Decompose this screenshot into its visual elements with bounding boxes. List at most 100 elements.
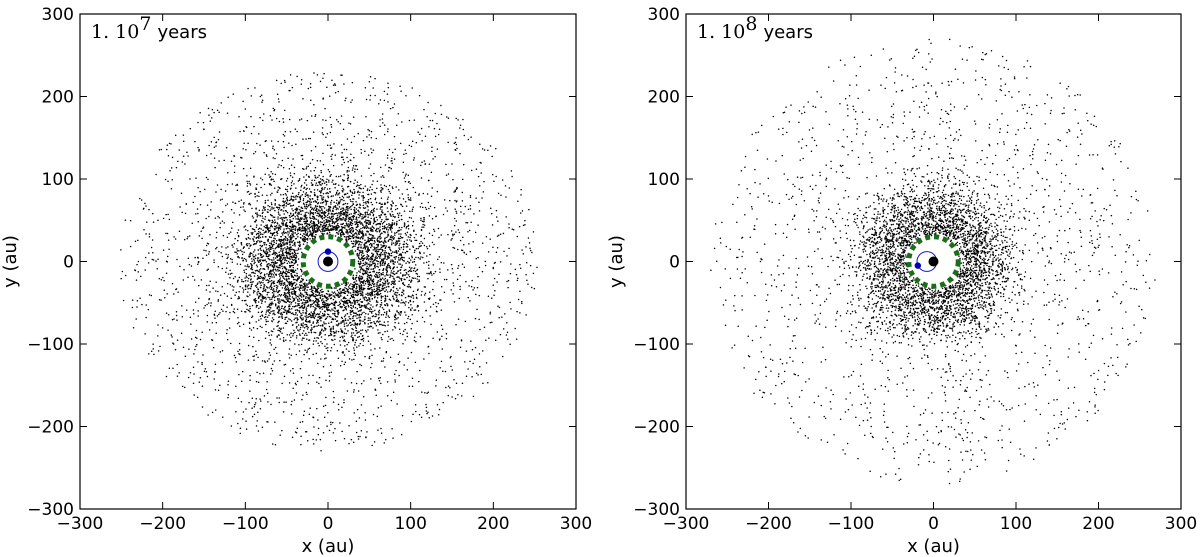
particle-point — [464, 205, 467, 208]
particle-point — [379, 292, 382, 295]
particle-point — [318, 303, 320, 306]
particle-point — [227, 253, 229, 256]
particle-point — [397, 270, 399, 273]
particle-point — [147, 308, 150, 311]
particle-point — [400, 233, 402, 235]
particle-point — [266, 291, 269, 294]
particle-point — [348, 213, 351, 216]
particle-point — [362, 287, 364, 289]
particle-point — [265, 236, 267, 238]
particle-point — [342, 309, 344, 312]
particle-point — [383, 226, 386, 228]
particle-point — [348, 170, 350, 172]
particle-point — [337, 309, 340, 312]
particle-point — [313, 443, 315, 445]
particle-point — [301, 223, 303, 226]
particle-point — [319, 225, 321, 228]
particle-point — [362, 320, 364, 322]
particle-point — [300, 230, 302, 232]
particle-point — [347, 215, 349, 217]
particle-point — [454, 208, 456, 210]
particle-point — [222, 211, 224, 213]
particle-point — [332, 215, 334, 217]
particle-point — [305, 293, 308, 295]
particle-point — [354, 341, 357, 344]
particle-point — [253, 152, 255, 155]
particle-point — [278, 101, 280, 103]
particle-point — [363, 226, 366, 229]
particle-point — [295, 195, 297, 197]
particle-point — [379, 166, 382, 169]
particle-point — [428, 272, 430, 275]
particle-point — [304, 315, 306, 317]
particle-point — [412, 246, 415, 249]
particle-point — [166, 232, 169, 235]
particle-point — [324, 224, 326, 227]
particle-point — [321, 218, 324, 220]
particle-point — [248, 309, 250, 311]
particle-point — [279, 277, 282, 279]
particle-point — [309, 199, 312, 201]
particle-point — [467, 296, 469, 299]
particle-point — [210, 302, 212, 304]
particle-point — [346, 390, 349, 392]
particle-point — [144, 269, 146, 271]
particle-point — [376, 243, 378, 246]
particle-point — [278, 309, 281, 312]
particle-point — [284, 318, 286, 321]
particle-point — [289, 236, 292, 239]
particle-point — [286, 280, 289, 283]
particle-point — [290, 312, 293, 315]
particle-point — [374, 250, 377, 253]
particle-point — [296, 75, 298, 78]
particle-point — [252, 254, 254, 256]
particle-point — [270, 298, 273, 300]
particle-point — [210, 140, 213, 143]
particle-point — [277, 270, 279, 272]
particle-point — [302, 298, 305, 301]
particle-point — [253, 413, 256, 416]
particle-point — [445, 337, 448, 340]
particle-point — [453, 224, 456, 227]
particle-point — [377, 248, 379, 251]
particle-point — [241, 278, 243, 281]
particle-point — [306, 334, 308, 336]
particle-point — [438, 128, 441, 131]
particle-point — [272, 274, 275, 276]
particle-point — [402, 198, 405, 200]
particle-point — [361, 237, 364, 240]
particle-point — [351, 288, 354, 291]
particle-point — [373, 441, 376, 443]
particle-point — [300, 435, 302, 438]
particle-point — [330, 126, 333, 128]
particle-point — [291, 176, 294, 179]
particle-point — [298, 300, 300, 303]
particle-point — [337, 312, 339, 315]
particle-point — [417, 305, 420, 307]
particle-point — [324, 302, 326, 304]
particle-point — [324, 107, 326, 110]
particle-point — [351, 327, 353, 330]
particle-point — [243, 246, 246, 248]
particle-point — [369, 279, 371, 282]
particle-point — [373, 288, 376, 291]
particle-point — [267, 204, 269, 207]
particle-point — [440, 324, 443, 326]
particle-point — [231, 258, 233, 261]
particle-point — [312, 316, 314, 318]
particle-point — [395, 296, 398, 298]
particle-point — [459, 285, 461, 288]
particle-point — [274, 238, 276, 240]
particle-point — [511, 175, 513, 178]
particle-point — [359, 292, 361, 294]
particle-point — [392, 295, 394, 297]
particle-point — [261, 310, 264, 313]
particle-point — [241, 257, 243, 260]
particle-point — [283, 364, 285, 366]
particle-point — [270, 334, 273, 336]
particle-point — [354, 268, 356, 270]
particle-point — [367, 259, 370, 261]
particle-point — [253, 249, 256, 251]
particle-point — [272, 288, 275, 290]
particle-point — [369, 300, 371, 303]
